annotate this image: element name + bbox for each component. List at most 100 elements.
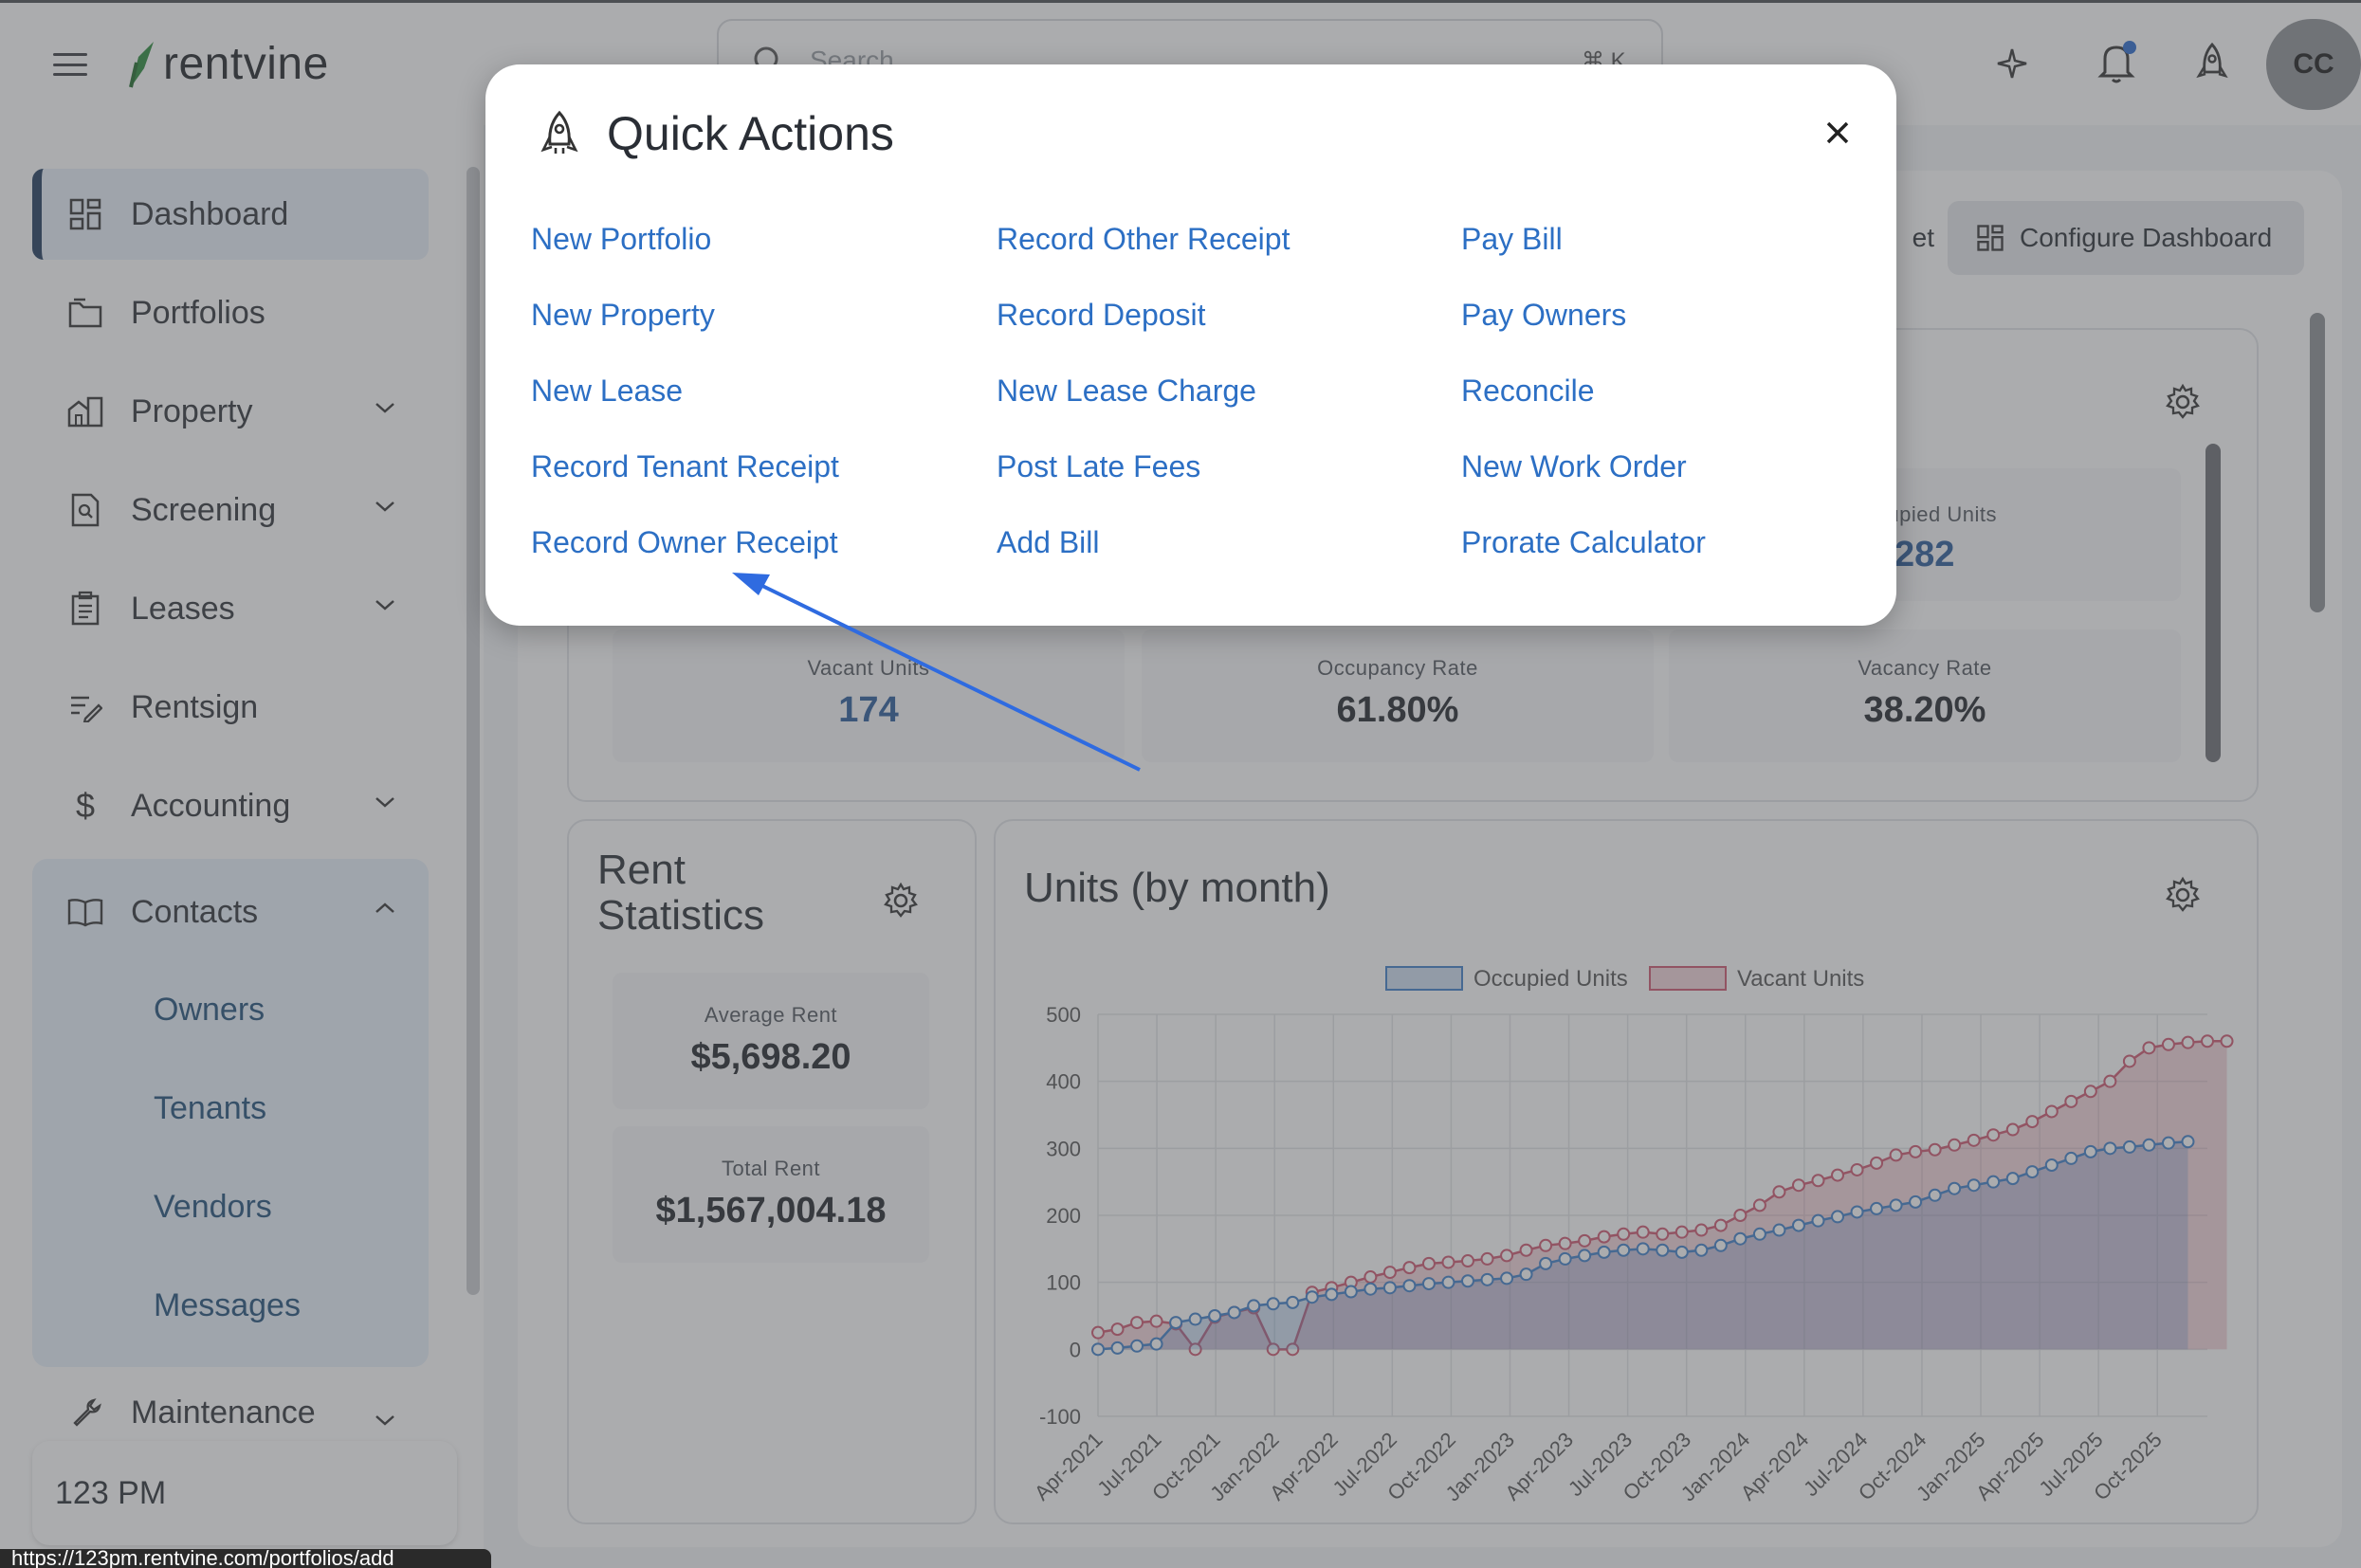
quick-action-prorate-calculator[interactable]: Prorate Calculator	[1461, 525, 1706, 559]
leaf-logo-icon	[129, 41, 154, 87]
sidebar-item-label: Contacts	[131, 893, 259, 930]
data-point	[2025, 1165, 2040, 1179]
quick-action-post-late-fees[interactable]: Post Late Fees	[997, 449, 1201, 483]
series-area	[1098, 1041, 2227, 1350]
sidebar-item-label: Maintenance	[131, 1395, 316, 1431]
data-point	[1421, 1277, 1436, 1291]
sparkle-ai-icon[interactable]	[1995, 46, 2033, 83]
quick-action-record-owner-receipt[interactable]: Record Owner Receipt	[531, 525, 838, 559]
sidebar-item-maintenance[interactable]: Maintenance	[32, 1375, 429, 1431]
vacant-units-stat: Vacant Units 174	[613, 629, 1125, 762]
stats-card-scrollbar[interactable]	[2205, 444, 2221, 762]
data-point	[1539, 1238, 1553, 1252]
quick-action-record-deposit[interactable]: Record Deposit	[997, 298, 1206, 332]
sidebar-subitem-tenants[interactable]: Tenants	[154, 1090, 267, 1126]
quick-action-new-lease[interactable]: New Lease	[531, 374, 684, 408]
data-point	[1382, 1266, 1397, 1280]
data-point	[2103, 1074, 2117, 1088]
quick-action-new-lease-charge[interactable]: New Lease Charge	[997, 374, 1256, 408]
sidebar-item-rentsign[interactable]: Rentsign	[32, 662, 429, 753]
chevron-down-icon	[375, 501, 394, 512]
data-point	[1169, 1316, 1183, 1330]
quick-action-add-bill[interactable]: Add Bill	[997, 525, 1100, 559]
data-point	[1110, 1340, 1125, 1355]
close-icon[interactable]	[1819, 114, 1857, 152]
chevron-down-icon	[375, 797, 394, 808]
sidebar-item-dashboard[interactable]: Dashboard	[32, 169, 429, 260]
quick-action-new-work-order[interactable]: New Work Order	[1461, 449, 1687, 483]
data-point	[2161, 1037, 2175, 1051]
sidebar-item-contacts[interactable]: Contacts	[32, 866, 429, 957]
rent-stats-title: Rent Statistics	[597, 848, 764, 939]
data-point	[1909, 1144, 1923, 1158]
quick-action-record-tenant-receipt[interactable]: Record Tenant Receipt	[531, 449, 839, 483]
data-point	[1733, 1231, 1748, 1246]
data-point	[1772, 1223, 1786, 1237]
sidebar-subitem-messages[interactable]: Messages	[154, 1287, 301, 1323]
data-point	[1325, 1287, 1339, 1302]
units-chart-card	[994, 819, 2259, 1524]
legend-label: Vacant Units	[1737, 966, 1864, 992]
quick-action-pay-owners[interactable]: Pay Owners	[1461, 298, 1627, 332]
quick-action-new-portfolio[interactable]: New Portfolio	[531, 222, 712, 256]
sidebar-item-portfolios[interactable]: Portfolios	[32, 267, 429, 358]
data-point	[1519, 1267, 1533, 1282]
sidebar-item-property[interactable]: Property	[32, 366, 429, 457]
chevron-down-icon	[375, 1415, 394, 1426]
data-point	[1752, 1198, 1766, 1212]
rocket-icon[interactable]	[2196, 42, 2228, 83]
sidebar-item-label: Dashboard	[131, 195, 289, 232]
data-point	[2142, 1041, 2156, 1055]
units-chart-title: Units (by month)	[1024, 865, 1330, 911]
data-point	[1091, 1342, 1105, 1357]
data-point	[1909, 1194, 1923, 1209]
sidebar-subitem-vendors[interactable]: Vendors	[154, 1189, 272, 1225]
sidebar-scrollbar[interactable]	[467, 167, 480, 1295]
contacts-group	[32, 859, 429, 1367]
notification-bell-icon[interactable]	[2097, 40, 2137, 85]
data-point	[1597, 1230, 1611, 1244]
data-point	[1656, 1243, 1670, 1257]
series-area	[1098, 1141, 2188, 1350]
data-point	[1986, 1175, 2001, 1189]
rent-stats-title-line2: Statistics	[597, 892, 765, 939]
data-point	[2005, 1122, 2020, 1137]
data-point	[1948, 1181, 1962, 1195]
sidebar-item-leases[interactable]: Leases	[32, 563, 429, 654]
gear-icon[interactable]	[2164, 876, 2202, 914]
quick-action-new-property[interactable]: New Property	[531, 298, 715, 332]
data-point	[1441, 1255, 1455, 1269]
partial-toolbar-button[interactable]: et	[1912, 223, 1934, 252]
average-rent-value: $5,698.20	[690, 1037, 851, 1077]
data-point	[1558, 1251, 1572, 1266]
sidebar-item-accounting[interactable]: $ Accounting	[32, 760, 429, 851]
wrench-icon	[66, 1394, 104, 1431]
y-tick-label: 300	[1046, 1137, 1081, 1160]
data-point	[1948, 1138, 1962, 1152]
sidebar-item-screening[interactable]: Screening	[32, 465, 429, 556]
rentvine-logo[interactable]: rentvine	[125, 38, 329, 90]
company-switcher[interactable]: 123 PM	[32, 1441, 457, 1545]
data-point	[2161, 1136, 2175, 1150]
units-line-chart: -1000100200300400500Apr-2021Jul-2021Oct-…	[1030, 966, 2234, 1505]
hamburger-menu-icon[interactable]	[53, 53, 87, 76]
quick-action-pay-bill[interactable]: Pay Bill	[1461, 222, 1563, 256]
data-point	[1889, 1198, 1903, 1212]
average-rent-label: Average Rent	[704, 1003, 838, 1027]
data-point	[1130, 1339, 1144, 1353]
dashboard-grid-icon	[66, 195, 104, 233]
data-point	[2201, 1034, 2214, 1048]
sidebar-subitem-owners[interactable]: Owners	[154, 992, 265, 1028]
configure-dashboard-button[interactable]: Configure Dashboard	[1948, 201, 2304, 275]
data-point	[1967, 1133, 1981, 1147]
gear-icon[interactable]	[2164, 383, 2202, 421]
quick-action-reconcile[interactable]: Reconcile	[1461, 374, 1595, 408]
sidebar-item-label: Portfolios	[131, 294, 265, 331]
data-point	[1752, 1227, 1766, 1241]
user-avatar[interactable]: CC	[2266, 19, 2361, 110]
gear-icon[interactable]	[882, 882, 920, 920]
main-scrollbar[interactable]	[2310, 313, 2325, 612]
quick-action-record-other-receipt[interactable]: Record Other Receipt	[997, 222, 1290, 256]
data-point	[1188, 1312, 1202, 1326]
total-rent-stat: Total Rent $1,567,004.18	[613, 1126, 929, 1263]
